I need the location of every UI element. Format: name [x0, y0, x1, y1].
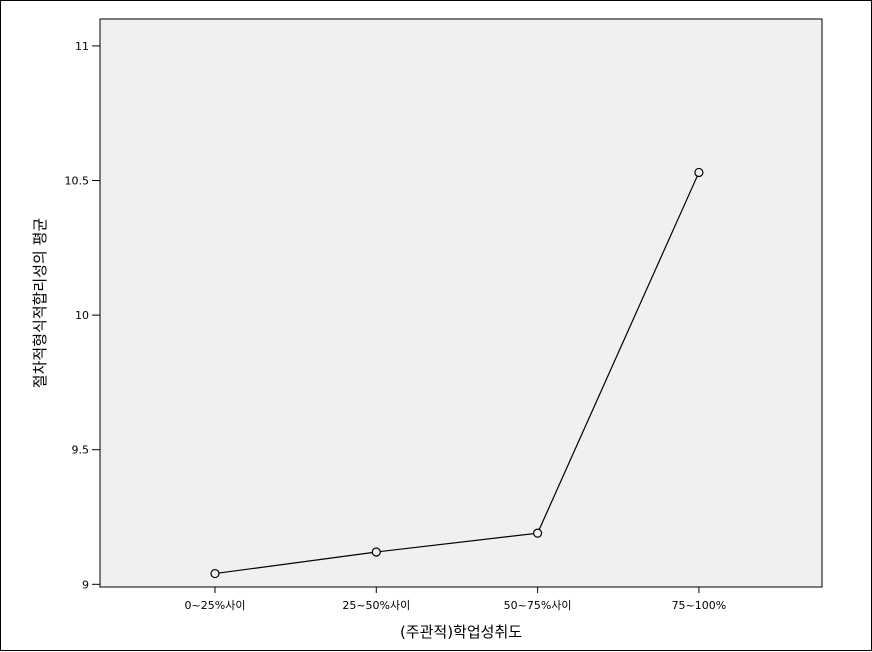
data-point — [210, 568, 220, 579]
x-tick-label: 50~75%사이 — [504, 599, 572, 612]
y-tick-label: 9.5 — [72, 444, 90, 457]
series-line — [214, 172, 700, 575]
y-tick-label: 11 — [75, 40, 89, 53]
y-tick-label: 9 — [82, 578, 89, 591]
y-axis-title: 절차적형식적합리성의 평균 — [31, 218, 49, 389]
x-axis-title: (주관적)학업성취도 — [400, 623, 522, 641]
y-tick-label: 10.5 — [65, 175, 90, 188]
data-point — [371, 547, 381, 557]
y-axis: 9 9.5 10 10.5 11 — [65, 40, 100, 591]
x-tick-label: 75~100% — [672, 599, 727, 612]
x-tick-label: 0~25%사이 — [185, 599, 246, 612]
data-point — [694, 167, 704, 178]
plot-area — [99, 18, 823, 588]
data-point — [532, 528, 543, 538]
series-markers — [210, 167, 704, 579]
y-tick-label: 10 — [75, 309, 89, 322]
x-axis: 0~25%사이 25~50%사이 50~75%사이 75~100% — [185, 587, 727, 612]
x-tick-label: 25~50%사이 — [342, 599, 410, 612]
